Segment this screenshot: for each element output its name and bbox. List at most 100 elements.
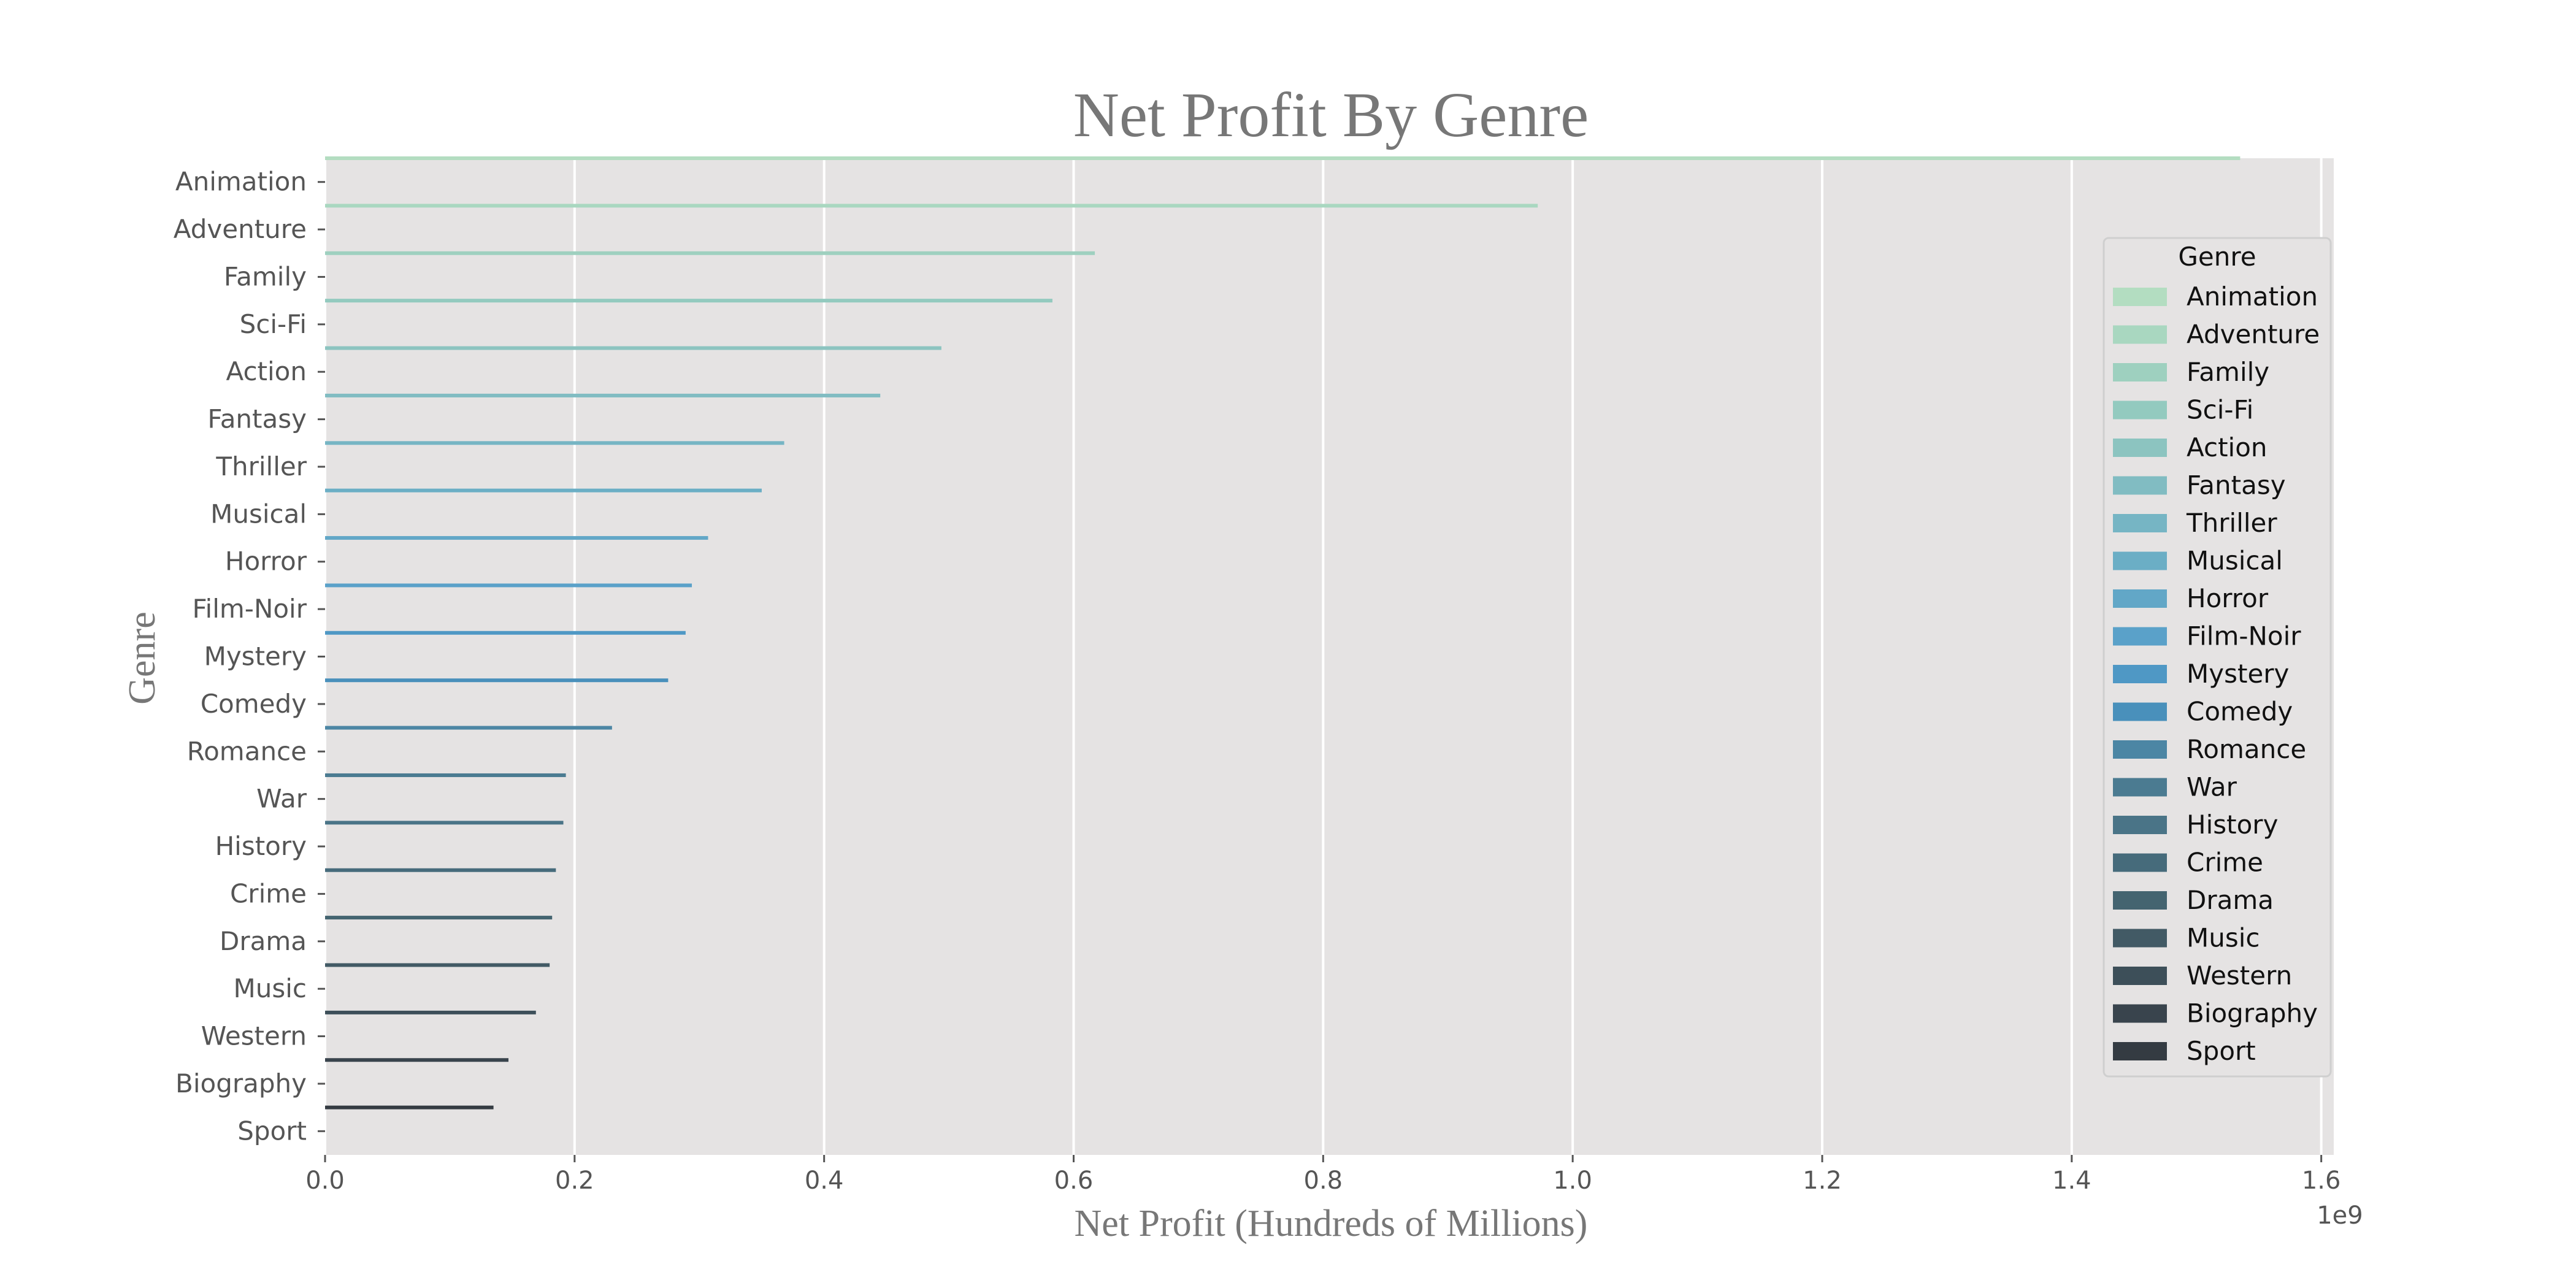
legend-swatch — [2113, 551, 2167, 570]
bar-film-noir — [325, 583, 692, 588]
y-tick-label: Romance — [187, 736, 307, 766]
legend-label: Sci-Fi — [2187, 395, 2253, 425]
bar-comedy — [325, 678, 669, 683]
legend-swatch — [2113, 476, 2167, 495]
legend-swatch — [2113, 740, 2167, 759]
legend-label: War — [2187, 772, 2237, 802]
bar-mystery — [325, 631, 686, 635]
legend-label: Biography — [2187, 999, 2318, 1029]
x-tick-label: 0.4 — [805, 1167, 844, 1195]
y-tick-label: Sci-Fi — [240, 309, 307, 339]
legend-swatch — [2113, 627, 2167, 646]
legend-label: Western — [2187, 960, 2292, 991]
legend-swatch — [2113, 891, 2167, 910]
x-axis-offset-label: 1e9 — [2317, 1202, 2363, 1230]
legend-swatch — [2113, 325, 2167, 344]
x-tick-label: 0.0 — [305, 1167, 345, 1195]
bars — [325, 156, 2241, 1110]
x-tick-label: 0.8 — [1304, 1167, 1343, 1195]
y-tick-label: Film-Noir — [192, 594, 307, 624]
y-tick-label: Drama — [220, 926, 307, 956]
legend-swatch — [2113, 589, 2167, 608]
y-tick-label: Adventure — [174, 214, 307, 244]
bar-thriller — [325, 441, 784, 445]
y-tick-label: Thriller — [215, 451, 307, 481]
y-axis-ticks: Animation Adventure Family Sci-Fi Action Fant… — [174, 167, 325, 1146]
y-tick-label: Action — [226, 356, 307, 386]
y-axis-label: Genre — [121, 611, 163, 704]
y-tick-label: Family — [224, 261, 307, 291]
y-tick-label: Animation — [175, 167, 307, 197]
x-tick-label: 0.6 — [1054, 1167, 1094, 1195]
bar-action — [325, 346, 941, 350]
x-axis-ticks: 0.0 0.2 0.4 0.6 0.8 1.0 1.2 1.4 1.6 — [305, 1155, 2340, 1195]
legend-label: Horror — [2187, 583, 2269, 613]
bar-romance — [325, 726, 612, 730]
legend-label: Crime — [2187, 848, 2263, 878]
legend-label: Fantasy — [2187, 470, 2286, 500]
legend-swatch — [2113, 929, 2167, 948]
y-tick-label: Comedy — [201, 689, 307, 719]
bar-family — [325, 251, 1095, 255]
legend-title: Genre — [2178, 242, 2256, 272]
bar-sport — [325, 1105, 494, 1110]
legend-label: Action — [2187, 432, 2267, 462]
x-tick-label: 1.6 — [2302, 1167, 2341, 1195]
legend-label: Film-Noir — [2187, 621, 2301, 651]
y-tick-label: Fantasy — [207, 404, 307, 434]
legend-swatch — [2113, 702, 2167, 721]
y-tick-label: Mystery — [204, 642, 307, 672]
x-tick-label: 0.2 — [555, 1167, 594, 1195]
bar-history — [325, 821, 564, 825]
legend-label: Sport — [2187, 1036, 2256, 1066]
legend-swatch — [2113, 778, 2167, 797]
chart-title: Net Profit By Genre — [1073, 80, 1589, 150]
x-tick-label: 1.4 — [2052, 1167, 2091, 1195]
bar-musical — [325, 488, 762, 493]
legend-swatch — [2113, 288, 2167, 306]
legend-swatch — [2113, 439, 2167, 457]
legend-label: History — [2187, 810, 2278, 840]
bar-horror — [325, 536, 708, 540]
bar-animation — [325, 156, 2241, 160]
bar-sci-fi — [325, 299, 1052, 303]
y-tick-label: Crime — [230, 878, 307, 908]
legend-swatch — [2113, 967, 2167, 985]
legend-label: Thriller — [2186, 508, 2277, 538]
y-tick-label: Music — [234, 973, 307, 1003]
legend-swatch — [2113, 665, 2167, 683]
legend-swatch — [2113, 853, 2167, 872]
legend: Genre Animation Adventure Family Sci-Fi Acti… — [2103, 237, 2332, 1078]
legend-label: Musical — [2187, 546, 2283, 576]
bar-music — [325, 963, 550, 967]
x-tick-label: 1.0 — [1553, 1167, 1592, 1195]
legend-label: Family — [2187, 357, 2269, 387]
legend-label: Mystery — [2187, 659, 2289, 689]
y-tick-label: History — [215, 831, 307, 861]
y-tick-label: War — [256, 784, 307, 814]
legend-items: Animation Adventure Family Sci-Fi Action Fant… — [2113, 282, 2320, 1066]
legend-swatch — [2113, 816, 2167, 834]
y-tick-label: Sport — [237, 1116, 307, 1146]
x-axis-label: Net Profit (Hundreds of Millions) — [1075, 1203, 1588, 1244]
legend-label: Animation — [2187, 282, 2318, 312]
bar-biography — [325, 1058, 509, 1062]
legend-swatch — [2113, 1042, 2167, 1060]
bar-fantasy — [325, 393, 881, 397]
x-tick-label: 1.2 — [1803, 1167, 1842, 1195]
bar-adventure — [325, 204, 1538, 208]
bar-western — [325, 1010, 536, 1014]
legend-label: Comedy — [2187, 697, 2293, 727]
bar-war — [325, 773, 566, 777]
legend-swatch — [2113, 514, 2167, 532]
y-tick-label: Biography — [175, 1068, 307, 1098]
legend-swatch — [2113, 1004, 2167, 1023]
y-tick-label: Musical — [210, 499, 307, 529]
legend-swatch — [2113, 363, 2167, 381]
legend-label: Drama — [2187, 885, 2274, 915]
plot-area — [325, 158, 2334, 1155]
legend-label: Adventure — [2187, 320, 2320, 350]
y-tick-label: Horror — [225, 546, 307, 577]
y-tick-label: Western — [201, 1021, 307, 1051]
